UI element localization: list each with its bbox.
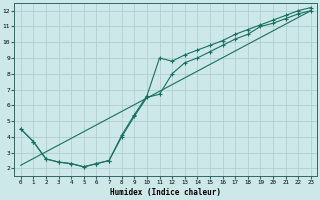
X-axis label: Humidex (Indice chaleur): Humidex (Indice chaleur) bbox=[110, 188, 221, 197]
